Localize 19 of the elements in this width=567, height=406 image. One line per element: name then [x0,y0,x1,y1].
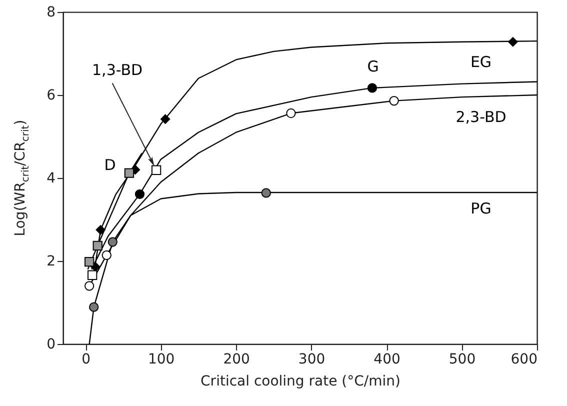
x-tick-label: 600 [510,352,538,368]
series-label: EG [470,53,492,72]
text: 1,3-BD [92,61,143,80]
series-label: G [367,58,379,76]
y-tick-label: 6 [46,88,56,104]
x-tick-label: 400 [374,352,400,368]
y-tick-label: 0 [46,336,56,352]
series-label: D [104,156,116,174]
series-label: PG [470,200,492,218]
series-label: 2,3-BD [456,108,506,126]
x-tick-label: 100 [148,352,175,368]
y-tick-label: 8 [46,4,56,20]
x-tick-label: 200 [223,352,250,368]
y-tick-label: 2 [46,254,56,270]
x-tick-label: 300 [298,352,326,368]
x-tick-label: 500 [448,352,476,368]
y-tick-label: 4 [46,170,56,186]
x-tick-label: 0 [82,352,91,368]
x-axis-title: Critical cooling rate (°C/min) [200,374,400,390]
